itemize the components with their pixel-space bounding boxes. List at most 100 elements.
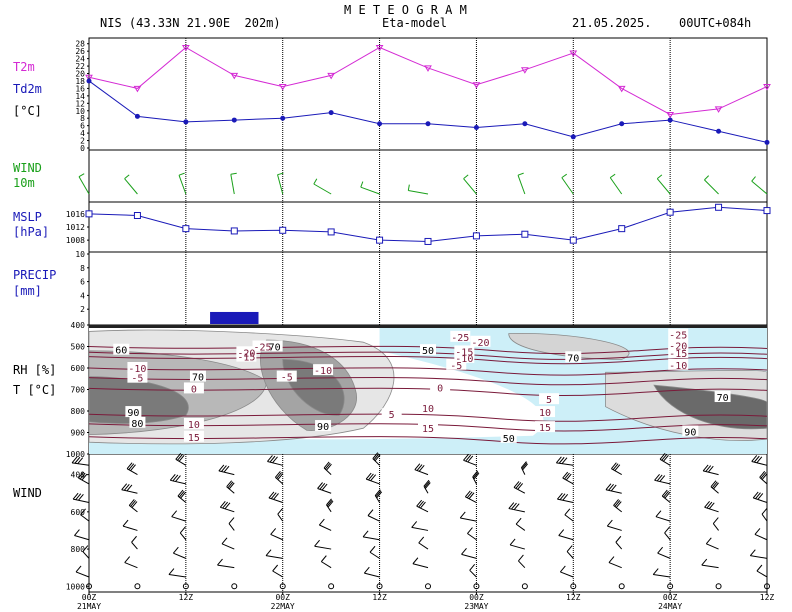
wind-barb-feather	[369, 545, 376, 553]
wind-calm-circle	[764, 583, 770, 590]
wind-barb	[465, 496, 477, 503]
wind-barb-feather	[420, 501, 426, 509]
wind-barb	[418, 542, 429, 550]
wind-barb-feather	[226, 480, 233, 488]
wind-barb-feather	[561, 457, 568, 464]
mslp-unit-label: [hPa]	[13, 225, 50, 239]
wind-barb-feather	[373, 453, 380, 461]
isotherm-label: 5	[389, 410, 395, 421]
wind-barb	[82, 551, 90, 559]
wind-barb	[366, 478, 380, 485]
wind-barb-feather	[81, 473, 88, 481]
wind-barb	[412, 563, 429, 569]
wind-barb-feather	[761, 473, 768, 480]
wind-barb-feather	[75, 493, 82, 501]
precip-label: PRECIP	[13, 268, 57, 282]
wind-barb-feather	[82, 545, 89, 552]
t2m-point	[763, 84, 771, 91]
wind-barb-feather	[424, 482, 431, 489]
wind-barb	[414, 469, 429, 476]
wind-barb	[124, 562, 138, 569]
wind-barb-feather	[411, 521, 418, 528]
wind-barb-feather	[275, 471, 281, 478]
wind-barb-feather	[509, 538, 516, 546]
wind-barb-feather	[327, 500, 334, 508]
precip-tick-label: 10	[75, 250, 85, 259]
wind-barb-feather	[180, 491, 186, 499]
wind-barb-feather	[227, 481, 234, 489]
wind-barb-feather	[424, 481, 431, 488]
isotherm-label-bg	[418, 401, 438, 413]
wind-barb-feather	[756, 456, 763, 464]
wind-barb-feather	[277, 507, 284, 515]
wind-barb-feather	[466, 491, 473, 499]
wind-barb-feather	[606, 519, 613, 527]
model-label: Eta-model	[382, 16, 448, 30]
isotherm-label-bg	[450, 330, 471, 342]
isotherm-line	[89, 387, 767, 397]
isotherm-label-bg	[252, 340, 273, 352]
isotherm-label-bg	[535, 406, 556, 418]
wind-barb	[369, 551, 380, 559]
wind-barb-feather	[122, 519, 129, 527]
wind-barb-feather	[511, 502, 517, 510]
wind-barb-feather	[749, 549, 756, 556]
wind-barb	[317, 488, 332, 494]
wind-barb-feather	[75, 565, 82, 573]
wind10m-label: WIND	[13, 161, 42, 175]
temp-tick-label: 16	[75, 84, 85, 93]
rh-tick-label: 600	[71, 364, 86, 373]
wind-barb-feather	[664, 526, 670, 534]
mslp-line	[88, 206, 768, 242]
t2m-point	[230, 72, 239, 80]
wind-barb-feather	[178, 455, 185, 462]
wind10m-barb-feather	[609, 173, 616, 179]
rh-label-bg	[125, 406, 142, 418]
wind-barb	[175, 458, 187, 466]
wind-barb-feather	[611, 462, 617, 470]
isotherm-label-bg	[127, 362, 148, 373]
t2m-point	[666, 111, 675, 119]
wind-barb-feather	[467, 527, 473, 534]
wind-barb	[323, 467, 332, 475]
wind-barb-feather	[224, 502, 231, 510]
wind-barb-feather	[610, 484, 617, 492]
wind-barb-feather	[124, 556, 131, 563]
t2m-point	[327, 72, 336, 80]
mslp-point	[521, 230, 529, 238]
rh-label-bg	[266, 340, 283, 352]
wind-barb	[556, 462, 574, 466]
wind-barb-feather	[416, 464, 423, 471]
wind-barb	[122, 525, 138, 531]
wind-calm-circle	[182, 583, 189, 590]
isotherm-line	[89, 436, 767, 445]
wind-barb	[126, 468, 138, 476]
wind10m-barb-feather	[230, 172, 237, 175]
wind10m-barb	[277, 174, 284, 195]
isotherm-label: -25	[669, 331, 687, 342]
wind-barb-feather	[701, 558, 708, 566]
wind-barb	[171, 516, 187, 522]
wind-calm-circle	[134, 583, 141, 590]
wind-barb	[314, 545, 332, 550]
wind-barb-feather	[559, 565, 566, 573]
rh-tick-label: 800	[71, 407, 86, 416]
mslp-point	[133, 212, 141, 219]
wind-barb	[566, 551, 574, 559]
rh-label-bg	[189, 370, 206, 382]
wind10m-barb-feather	[463, 174, 469, 180]
wind-barb-feather	[126, 484, 133, 492]
rh-label: 90	[684, 427, 696, 438]
wind-calm-circle	[425, 583, 431, 590]
temp-tick-label: 28	[75, 40, 85, 49]
wind-calm-circle	[521, 583, 528, 590]
wind-barb	[659, 458, 671, 466]
wind-barb-feather	[80, 508, 86, 516]
td2m-point	[183, 119, 189, 125]
mslp-point	[85, 210, 93, 218]
rh-label: RH [%]	[13, 363, 57, 377]
wind-barb-feather	[368, 473, 374, 481]
wind-barb	[664, 532, 671, 541]
wind-barb-feather	[71, 456, 78, 464]
td2m-point	[473, 125, 479, 131]
